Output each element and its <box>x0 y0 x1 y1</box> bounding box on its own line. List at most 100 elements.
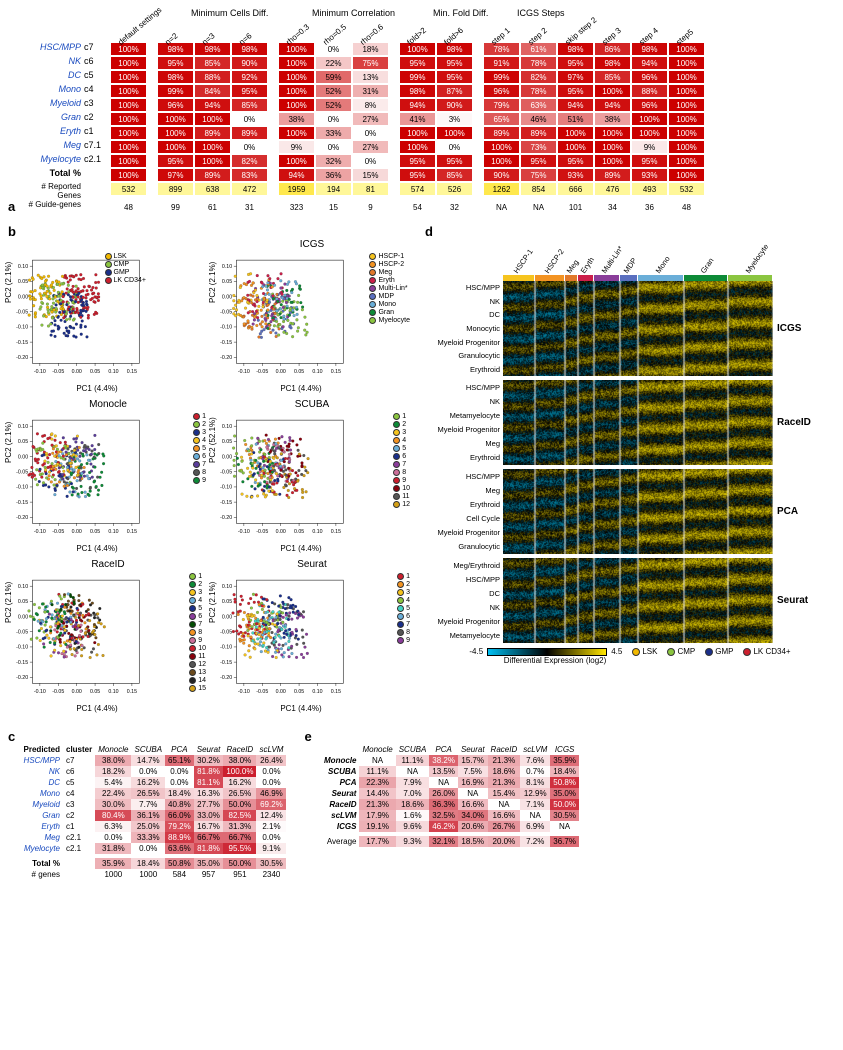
legend-item: 7 <box>189 621 206 628</box>
legend-swatch <box>397 581 404 588</box>
heat-cell: 16.3% <box>194 788 224 799</box>
panel-a: a Minimum Cells Diff.Minimum Correlation… <box>8 8 835 214</box>
heat-cell: 95% <box>557 154 594 168</box>
y-axis-label: PC2 (2.1%) <box>4 582 13 623</box>
row-label: Gran <box>24 112 84 126</box>
heat-cell: 100% <box>668 70 705 84</box>
heat-cell: 27.7% <box>194 799 224 810</box>
row-label: Meg/Erythroid <box>425 561 500 570</box>
scatter-svg: -0.10-0.050.000.050.100.15-0.20-0.15-0.1… <box>8 412 148 542</box>
heat-cell: 532 <box>668 182 705 196</box>
legend-swatch <box>393 501 400 508</box>
legend-item: 2 <box>189 581 206 588</box>
legend-swatch <box>189 605 196 612</box>
heat-cell: 19.1% <box>359 821 395 832</box>
svg-text:-0.05: -0.05 <box>256 369 268 375</box>
svg-text:-0.15: -0.15 <box>16 660 28 666</box>
legend-item: 10 <box>393 485 410 492</box>
heatmap-icgs: HSC/MPPNKDCMonocyticMyeloid ProgenitorGr… <box>425 281 835 376</box>
legend-item: 9 <box>397 637 410 644</box>
heat-cell: 22% <box>315 56 352 70</box>
legend-label: 13 <box>198 669 206 676</box>
method-label: Seurat <box>773 558 823 643</box>
svg-text:0.00: 0.00 <box>222 294 232 300</box>
heat-cell: 30.2% <box>194 755 224 766</box>
cluster-label: c6 <box>84 56 110 70</box>
heat-cell: 30.5% <box>550 810 579 821</box>
svg-text:-0.15: -0.15 <box>220 500 232 506</box>
cluster-label: c1 <box>63 821 95 832</box>
row-label: HSC/MPP <box>425 383 500 392</box>
row-label: Monocytic <box>425 324 500 333</box>
method-header: RaceID <box>223 744 256 755</box>
row-label: Myeloid Progenitor <box>425 425 500 434</box>
x-axis-label: PC1 (4.4%) <box>36 544 158 553</box>
heat-cell: 30.0% <box>95 799 131 810</box>
legend-item: 15 <box>189 685 206 692</box>
heat-cell: 98% <box>399 84 436 98</box>
legend-swatch <box>189 613 196 620</box>
svg-text:-0.10: -0.10 <box>220 485 232 491</box>
row-label: ICGS <box>304 821 359 832</box>
legend-label: 5 <box>406 605 410 612</box>
svg-text:0.15: 0.15 <box>331 689 341 695</box>
heat-cell: 100% <box>594 140 631 154</box>
legend-swatch <box>393 445 400 452</box>
legend-item: Gran <box>369 309 410 316</box>
method-header: scLVM <box>520 744 550 755</box>
heatmap-canvas <box>503 281 773 376</box>
legend-item: 8 <box>189 629 206 636</box>
legend-label: Mono <box>378 301 396 308</box>
legend-label: Gran <box>378 309 394 316</box>
heat-cell: 0.0% <box>256 832 286 843</box>
method-header: PCA <box>429 744 458 755</box>
svg-text:0.10: 0.10 <box>312 369 322 375</box>
legend-item: 9 <box>193 477 206 484</box>
svg-text:0.05: 0.05 <box>18 279 28 285</box>
legend-label: 6 <box>198 613 202 620</box>
legend-label: 7 <box>402 461 406 468</box>
svg-text:-0.15: -0.15 <box>220 660 232 666</box>
heat-cell: 38% <box>594 112 631 126</box>
heat-cell: NA <box>429 777 458 788</box>
cluster-label: c4 <box>63 788 95 799</box>
legend-swatch <box>393 453 400 460</box>
heatmap-row-labels: HSC/MPPNKMetamyelocyteMyeloid Progenitor… <box>425 380 503 465</box>
legend-swatch <box>397 589 404 596</box>
heat-cell: 81.8% <box>194 766 224 777</box>
svg-text:-0.15: -0.15 <box>220 340 232 346</box>
heat-cell: 96% <box>483 84 520 98</box>
legend-label: 9 <box>202 477 206 484</box>
heat-cell: 83% <box>231 168 268 182</box>
legend-label: LSK <box>114 253 127 260</box>
legend-item: Multi-Lin* <box>369 285 410 292</box>
heat-cell: 9% <box>278 140 315 154</box>
legend-swatch <box>193 477 200 484</box>
heat-cell: 100% <box>110 70 147 84</box>
panel-d: HSCP-1HSCP-2MegErythMulti-Lin*MDPMonoGra… <box>425 239 835 665</box>
legend-swatch <box>369 301 376 308</box>
legend-item: 5 <box>397 605 410 612</box>
legend-swatch <box>193 453 200 460</box>
svg-text:-0.20: -0.20 <box>16 515 28 521</box>
heat-cell: 666 <box>557 182 594 196</box>
legend-label: 1 <box>406 573 410 580</box>
row-label: Myeloid <box>24 98 84 112</box>
svg-text:0.00: 0.00 <box>18 614 28 620</box>
heat-cell: 100% <box>668 126 705 140</box>
legend-swatch <box>189 589 196 596</box>
heat-cell: 6.3% <box>95 821 131 832</box>
heat-cell: 31 <box>231 200 268 214</box>
legend-label: 1 <box>402 413 406 420</box>
heat-cell: 61 <box>194 200 231 214</box>
heat-cell: 0.0% <box>165 777 194 788</box>
legend: 123456789101112131415 <box>189 573 206 693</box>
heat-cell: 100% <box>399 140 436 154</box>
legend-label: 5 <box>202 445 206 452</box>
heat-cell: NA <box>520 810 550 821</box>
legend-item: 12 <box>393 501 410 508</box>
heat-cell: 34 <box>594 200 631 214</box>
svg-text:-0.15: -0.15 <box>16 500 28 506</box>
heat-cell: 93% <box>557 168 594 182</box>
heat-cell: 9.6% <box>396 821 430 832</box>
